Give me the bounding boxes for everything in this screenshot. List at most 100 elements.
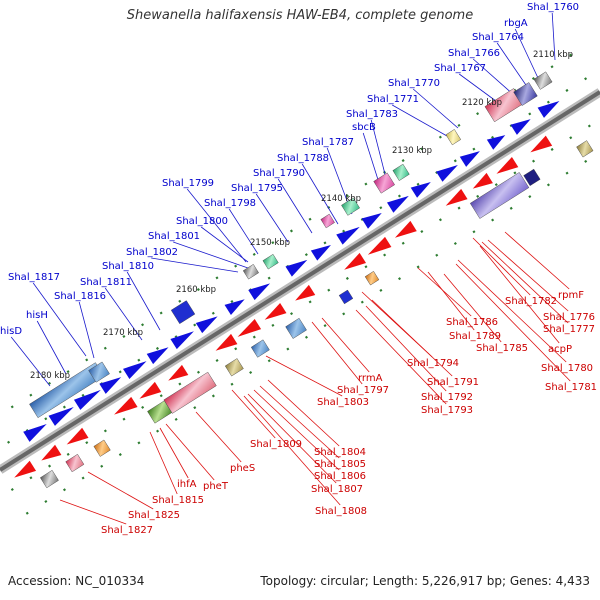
track-tick (103, 429, 107, 433)
track-tick (491, 135, 495, 139)
reverse-leader-line (259, 385, 340, 459)
scale-label: 2160 kbp (176, 285, 216, 295)
track-tick (565, 88, 569, 92)
feature-block-lower (576, 140, 594, 158)
track-tick (438, 218, 442, 222)
track-tick (401, 241, 405, 245)
forward-leader-line (514, 28, 539, 79)
forward-gene-arrow (248, 283, 271, 301)
track-tick (550, 65, 554, 69)
reverse-leader-line (195, 411, 242, 463)
feature-block-lower (523, 168, 541, 186)
forward-gene-label: Shal_1788 (277, 153, 329, 164)
forward-gene-arrow (73, 389, 101, 410)
reverse-leader-line (457, 259, 567, 363)
reverse-gene-arrow (445, 188, 468, 206)
feature-block-upper (445, 129, 462, 146)
track-tick (472, 230, 476, 234)
track-tick (174, 417, 178, 421)
feature-block-upper (392, 163, 410, 181)
forward-leader-line (392, 104, 448, 137)
reverse-gene-label: Shal_1785 (476, 343, 528, 354)
track-tick (364, 265, 368, 269)
track-tick (416, 182, 420, 186)
reverse-leader-line (253, 389, 340, 471)
reverse-leader-line (455, 263, 571, 382)
track-tick (103, 346, 107, 350)
forward-leader-line (255, 193, 289, 243)
track-tick (416, 265, 420, 269)
forward-leader-line (32, 282, 87, 357)
forward-leader-line (173, 241, 249, 269)
forward-gene-label: Shal_1816 (54, 291, 106, 302)
forward-gene-arrow (23, 424, 47, 442)
track-tick (10, 405, 14, 409)
forward-gene-label: hisD (0, 326, 22, 337)
track-tick (25, 511, 29, 515)
reverse-gene-arrow (472, 172, 493, 189)
track-tick (491, 218, 495, 222)
track-tick (327, 205, 331, 209)
track-tick (290, 312, 294, 316)
genome-backbone-core (0, 90, 600, 472)
forward-gene-label: Shal_1801 (148, 231, 200, 242)
track-tick (178, 299, 182, 303)
track-tick (159, 311, 163, 315)
track-tick (211, 394, 215, 398)
reverse-gene-label: rpmF (558, 290, 584, 301)
track-tick (323, 324, 327, 328)
track-tick (327, 288, 331, 292)
reverse-leader-line (87, 471, 154, 510)
track-tick (584, 77, 588, 81)
forward-gene-arrow (410, 182, 431, 198)
reverse-leader-line (504, 231, 570, 290)
reverse-gene-label: Shal_1794 (407, 358, 459, 369)
track-tick (141, 405, 145, 409)
track-tick (29, 393, 33, 397)
feature-block-lower (65, 453, 85, 473)
forward-leader-line (458, 73, 501, 105)
reverse-leader-line (159, 427, 189, 479)
track-tick (528, 112, 532, 116)
reverse-gene-label: Shal_1808 (315, 506, 367, 517)
topology-text: Topology: circular; Length: 5,226,917 bp… (260, 574, 590, 588)
reverse-gene-label: acpP (548, 344, 572, 355)
reverse-gene-label: Shal_1781 (545, 382, 597, 393)
reverse-gene-label: pheT (203, 481, 229, 492)
track-tick (196, 288, 200, 292)
track-tick (438, 135, 442, 139)
reverse-gene-arrow (264, 302, 287, 320)
track-tick (494, 183, 498, 187)
track-tick (476, 194, 480, 198)
accession-text: Accession: NC_010334 (8, 574, 145, 588)
scale-label: 2110 kbp (533, 50, 573, 60)
reverse-gene-label: Shal_1791 (427, 377, 479, 388)
reverse-leader-line (165, 423, 215, 481)
reverse-gene-label: Shal_1782 (505, 296, 557, 307)
track-tick (196, 370, 200, 374)
reverse-gene-label: Shal_1797 (337, 385, 389, 396)
reverse-leader-line (365, 305, 447, 392)
feature-block-upper (320, 213, 335, 229)
forward-leader-line (200, 226, 249, 263)
track-tick (47, 381, 51, 385)
reverse-gene-label: Shal_1777 (543, 324, 595, 335)
track-tick (234, 264, 238, 268)
feature-block-lower (224, 358, 244, 377)
reverse-leader-line (355, 309, 447, 405)
reverse-gene-label: Shal_1804 (314, 447, 366, 458)
feature-block-lower (364, 271, 380, 286)
forward-gene-label: sbcB (352, 122, 376, 133)
reverse-leader-line (243, 395, 341, 506)
track-tick (584, 159, 588, 163)
feature-block-upper (341, 197, 360, 216)
reverse-gene-arrow (295, 284, 316, 301)
track-tick (360, 300, 364, 304)
forward-gene-label: Shal_1811 (80, 277, 132, 288)
track-tick (509, 206, 513, 210)
forward-gene-label: Shal_1810 (102, 261, 154, 272)
track-tick (234, 347, 238, 351)
track-tick (364, 182, 368, 186)
forward-leader-line (412, 88, 459, 129)
